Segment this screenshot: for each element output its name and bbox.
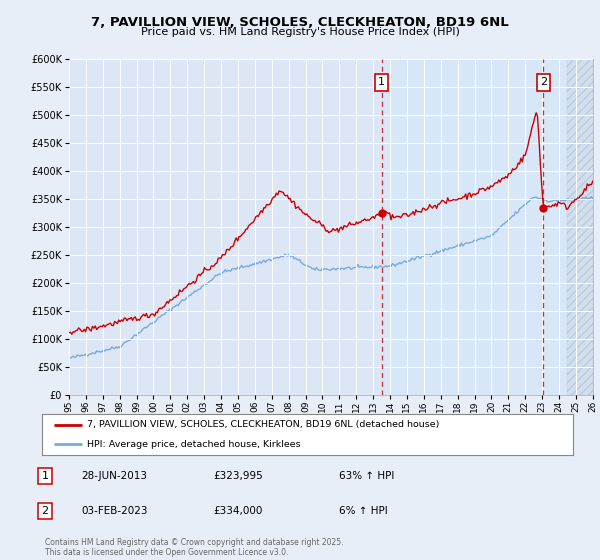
- Text: £323,995: £323,995: [213, 471, 263, 481]
- Text: 6% ↑ HPI: 6% ↑ HPI: [339, 506, 388, 516]
- Bar: [568, 59, 593, 395]
- Text: 28-JUN-2013: 28-JUN-2013: [81, 471, 147, 481]
- Text: 7, PAVILLION VIEW, SCHOLES, CLECKHEATON, BD19 6NL (detached house): 7, PAVILLION VIEW, SCHOLES, CLECKHEATON,…: [87, 421, 440, 430]
- Text: £334,000: £334,000: [213, 506, 262, 516]
- Text: 1: 1: [41, 471, 49, 481]
- Text: 1: 1: [378, 77, 385, 87]
- Text: 03-FEB-2023: 03-FEB-2023: [81, 506, 148, 516]
- Bar: [382, 59, 568, 395]
- Text: HPI: Average price, detached house, Kirklees: HPI: Average price, detached house, Kirk…: [87, 440, 301, 449]
- Text: Contains HM Land Registry data © Crown copyright and database right 2025.
This d: Contains HM Land Registry data © Crown c…: [45, 538, 343, 557]
- Text: 7, PAVILLION VIEW, SCHOLES, CLECKHEATON, BD19 6NL: 7, PAVILLION VIEW, SCHOLES, CLECKHEATON,…: [91, 16, 509, 29]
- Text: 2: 2: [41, 506, 49, 516]
- Text: 2: 2: [540, 77, 547, 87]
- Text: 63% ↑ HPI: 63% ↑ HPI: [339, 471, 394, 481]
- Text: Price paid vs. HM Land Registry's House Price Index (HPI): Price paid vs. HM Land Registry's House …: [140, 27, 460, 37]
